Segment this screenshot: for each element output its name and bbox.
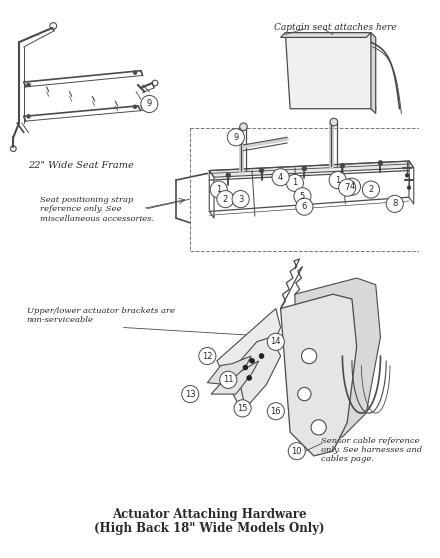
Circle shape <box>226 173 231 177</box>
Circle shape <box>288 442 305 460</box>
Circle shape <box>407 186 411 190</box>
Circle shape <box>405 174 409 177</box>
Text: 16: 16 <box>271 407 281 416</box>
Circle shape <box>329 171 346 189</box>
Circle shape <box>330 118 337 126</box>
Text: 8: 8 <box>392 199 397 208</box>
Polygon shape <box>236 337 281 408</box>
Text: Upper/lower actuator brackets are
non-serviceable: Upper/lower actuator brackets are non-se… <box>27 306 175 324</box>
Text: Captain seat attaches here: Captain seat attaches here <box>274 23 397 32</box>
Circle shape <box>339 179 356 196</box>
Circle shape <box>249 358 254 363</box>
Text: 2: 2 <box>223 195 228 204</box>
Text: 3: 3 <box>238 195 243 204</box>
Polygon shape <box>211 361 259 394</box>
Circle shape <box>386 195 403 213</box>
Circle shape <box>378 161 383 165</box>
Circle shape <box>311 420 326 435</box>
Text: Seat positioning strap
reference only. See
miscellaneous accessories.: Seat positioning strap reference only. S… <box>40 196 154 223</box>
Text: 9: 9 <box>147 99 152 108</box>
Circle shape <box>247 376 252 381</box>
Circle shape <box>243 365 248 370</box>
Circle shape <box>141 95 158 113</box>
Circle shape <box>234 400 251 417</box>
Text: (High Back 18" Wide Models Only): (High Back 18" Wide Models Only) <box>94 522 325 535</box>
Text: 5: 5 <box>300 192 305 201</box>
Polygon shape <box>281 33 371 37</box>
Circle shape <box>363 181 380 198</box>
Text: 13: 13 <box>185 389 195 398</box>
Circle shape <box>199 348 216 364</box>
Text: Actuator Attaching Hardware: Actuator Attaching Hardware <box>112 508 307 521</box>
Circle shape <box>259 354 264 358</box>
Text: 14: 14 <box>271 337 281 347</box>
Circle shape <box>232 190 249 208</box>
Polygon shape <box>207 356 251 384</box>
Circle shape <box>302 166 307 171</box>
Text: 22" Wide Seat Frame: 22" Wide Seat Frame <box>29 161 134 170</box>
Text: 2: 2 <box>368 185 374 194</box>
Circle shape <box>272 169 289 186</box>
Circle shape <box>217 190 234 208</box>
Text: 11: 11 <box>223 376 234 384</box>
Text: 7: 7 <box>345 183 350 192</box>
Text: 9: 9 <box>233 133 238 142</box>
Circle shape <box>133 105 137 109</box>
Polygon shape <box>281 294 357 456</box>
Circle shape <box>343 178 360 195</box>
Circle shape <box>340 163 345 168</box>
Text: 10: 10 <box>292 446 302 456</box>
Polygon shape <box>217 309 281 413</box>
Circle shape <box>27 114 30 118</box>
Circle shape <box>259 168 264 173</box>
Polygon shape <box>295 278 381 441</box>
Circle shape <box>267 403 284 420</box>
Circle shape <box>301 348 317 364</box>
Text: 12: 12 <box>202 352 213 360</box>
Polygon shape <box>209 161 414 177</box>
Circle shape <box>298 387 311 401</box>
Circle shape <box>133 71 137 75</box>
Circle shape <box>286 174 304 191</box>
Circle shape <box>27 83 30 87</box>
Text: 1: 1 <box>292 179 297 187</box>
Text: 15: 15 <box>237 404 248 413</box>
Text: 1: 1 <box>216 185 221 194</box>
Circle shape <box>220 371 237 388</box>
Circle shape <box>182 386 199 403</box>
Text: 1: 1 <box>335 176 340 185</box>
Circle shape <box>210 181 227 198</box>
Circle shape <box>240 123 247 131</box>
Text: 6: 6 <box>302 202 307 211</box>
Circle shape <box>267 333 284 350</box>
Text: Sensor cable reference
only. See harnesses and
cables page.: Sensor cable reference only. See harness… <box>322 437 423 463</box>
Circle shape <box>296 198 313 215</box>
Polygon shape <box>371 33 376 113</box>
Circle shape <box>294 187 311 205</box>
Polygon shape <box>286 33 376 109</box>
Text: 4: 4 <box>349 182 355 191</box>
Text: 4: 4 <box>278 173 283 182</box>
Circle shape <box>227 129 245 146</box>
